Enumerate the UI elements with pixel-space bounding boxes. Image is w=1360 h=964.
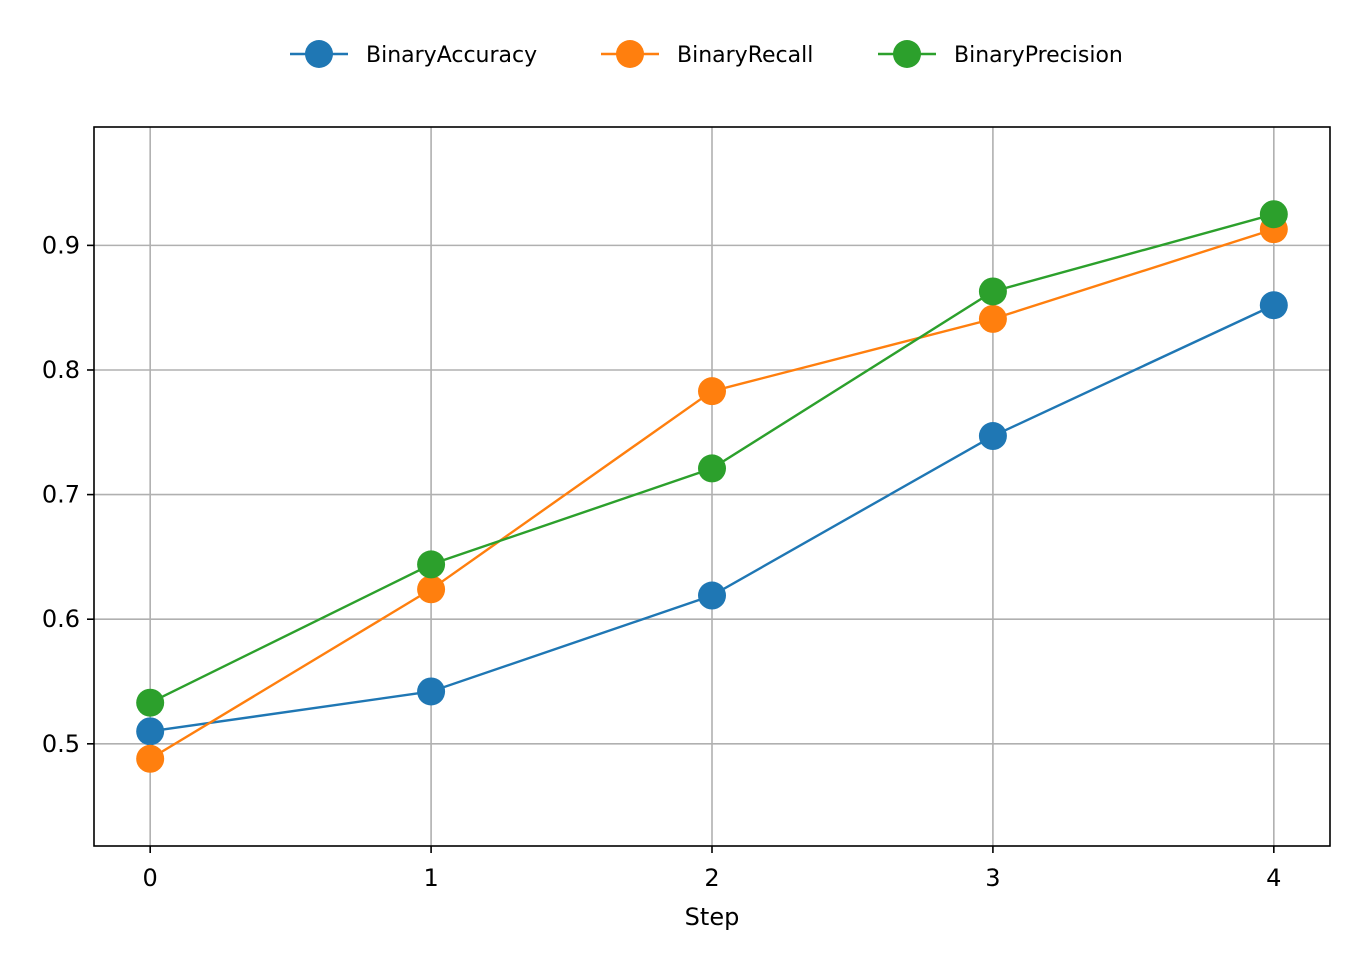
y-tick-label: 0.8 (42, 356, 80, 384)
legend-item: BinaryPrecision (878, 40, 1123, 68)
legend-label: BinaryRecall (677, 43, 813, 68)
legend: BinaryAccuracy BinaryRecall BinaryPrecisio… (290, 40, 1123, 68)
data-point-binaryprecision (978, 277, 1007, 306)
data-point-binaryprecision (698, 454, 726, 483)
legend-label: BinaryPrecision (954, 43, 1123, 68)
y-tick-label: 0.6 (42, 605, 80, 633)
data-point-binaryrecall (698, 377, 726, 406)
x-tick-label: 2 (704, 864, 719, 892)
grid (94, 127, 1330, 846)
legend-item: BinaryRecall (601, 40, 813, 68)
legend-marker (305, 40, 333, 68)
data-point-binaryaccuracy (417, 677, 446, 706)
x-tick-label: 3 (985, 864, 1000, 892)
y-tick-label: 0.7 (42, 481, 80, 509)
x-tick-label: 4 (1266, 864, 1281, 892)
x-tick-label: 0 (143, 864, 158, 892)
data-point-binaryaccuracy (698, 581, 726, 610)
data-point-binaryaccuracy (1259, 291, 1288, 320)
data-point-binaryaccuracy (978, 422, 1007, 451)
data-point-binaryrecall (417, 575, 446, 604)
legend-marker (616, 40, 644, 68)
data-point-binaryrecall (978, 304, 1007, 333)
legend-item: BinaryAccuracy (290, 40, 537, 68)
ticks: 0 1 2 3 4 0.5 0.6 0.7 0.8 0.9 (42, 231, 1282, 892)
x-axis-label: Step (685, 903, 740, 931)
x-tick-label: 1 (423, 864, 438, 892)
y-tick-label: 0.5 (42, 730, 80, 758)
data-point-binaryaccuracy (136, 717, 165, 746)
data-point-binaryprecision (1259, 200, 1288, 229)
legend-label: BinaryAccuracy (366, 43, 537, 68)
data-point-binaryprecision (417, 550, 446, 579)
data-point-binaryprecision (136, 688, 165, 717)
series-layer (136, 200, 1288, 773)
legend-marker (893, 40, 921, 68)
data-point-binaryrecall (136, 744, 165, 773)
y-tick-label: 0.9 (42, 231, 80, 259)
